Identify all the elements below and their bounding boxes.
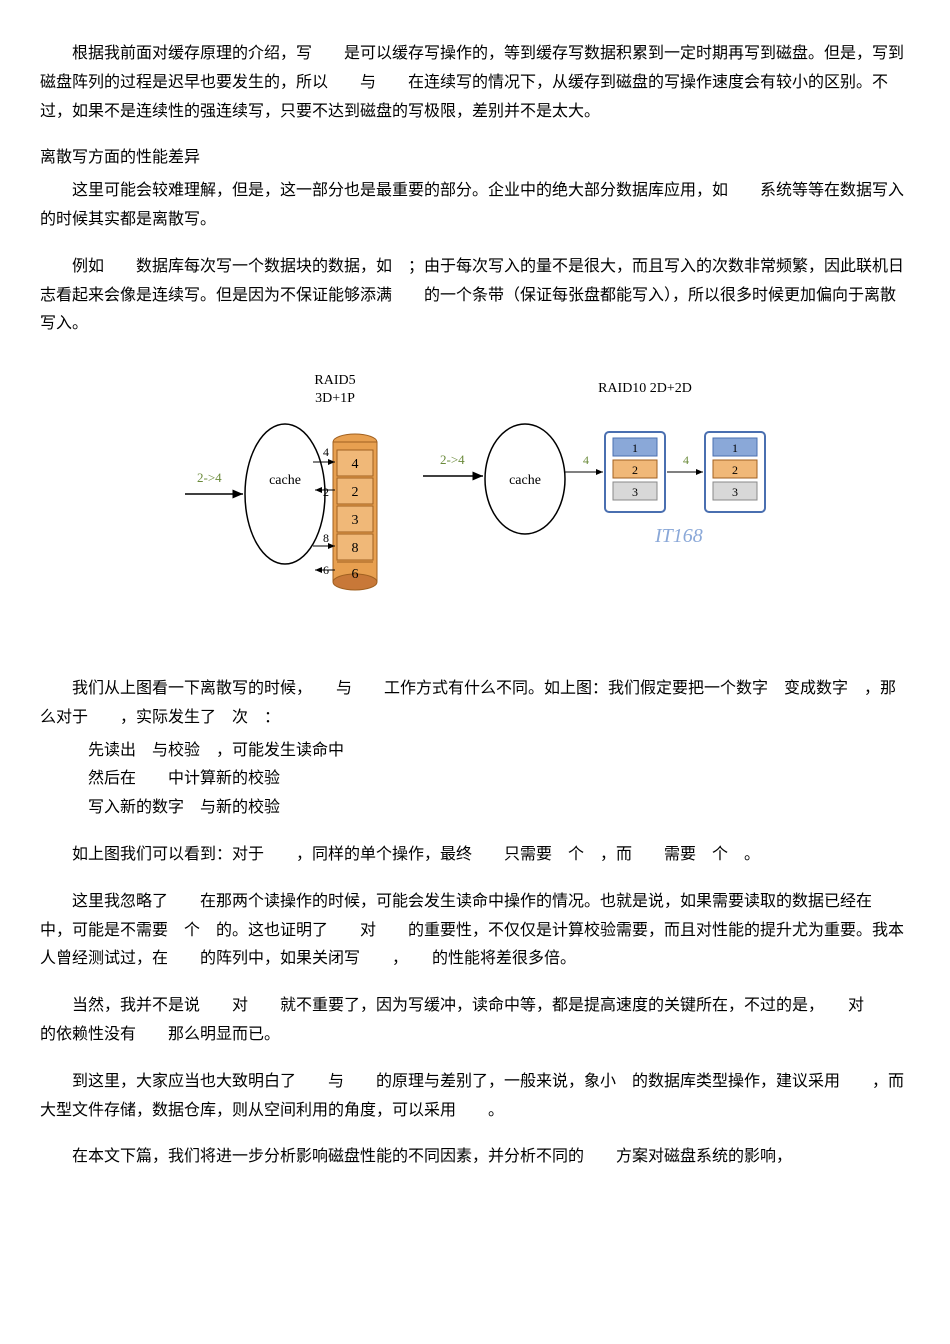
paragraph-diagram-explain: 我们从上图看一下离散写的时候， 与 工作方式有什么不同。如上图：我们假定要把一个… (40, 675, 910, 733)
section-heading-discrete-write: 离散写方面的性能差异 (40, 144, 910, 173)
paragraph-db-example: 例如 数据库每次写一个数据块的数据，如 ；由于每次写入的量不是很大，而且写入的次… (40, 253, 910, 339)
paragraph-summary: 到这里，大家应当也大致明白了 与 的原理与差别了，一般来说，象小 的数据库类型操… (40, 1068, 910, 1126)
svg-text:3: 3 (352, 513, 359, 528)
svg-text:8: 8 (352, 541, 359, 556)
svg-text:4: 4 (583, 453, 589, 467)
watermark-text: IT168 (654, 525, 703, 547)
raid5-disk-stack: 4 2 3 8 6 (333, 434, 377, 590)
svg-text:4: 4 (352, 457, 359, 472)
step-write: 写入新的数字 与新的校验 (40, 794, 910, 823)
paragraph-discrete-intro: 这里可能会较难理解，但是，这一部分也是最重要的部分。企业中的绝大部分数据库应用，… (40, 177, 910, 235)
svg-text:3: 3 (632, 485, 638, 499)
svg-text:2: 2 (632, 463, 638, 477)
raid5-cache-ellipse (245, 424, 325, 564)
step-read: 先读出 与校验 ，可能发生读命中 (40, 737, 910, 766)
paragraph-cache-note: 当然，我并不是说 对 就不重要了，因为写缓冲，读命中等，都是提高速度的关键所在，… (40, 992, 910, 1050)
svg-text:4: 4 (683, 453, 689, 467)
svg-text:2: 2 (732, 463, 738, 477)
svg-text:1: 1 (632, 441, 638, 455)
raid10-disk-left: 1 2 3 (605, 432, 665, 512)
svg-text:4: 4 (323, 445, 329, 459)
raid5-cache-text: cache (269, 473, 301, 488)
svg-text:1: 1 (732, 441, 738, 455)
arrow-label-2: 2->4 (440, 452, 465, 467)
paragraph-cache-intro: 根据我前面对缓存原理的介绍，写 是可以缓存写操作的，等到缓存写数据积累到一定时期… (40, 40, 910, 126)
paragraph-cache-importance: 这里我忽略了 在那两个读操作的时候，可能会发生读命中操作的情况。也就是说，如果需… (40, 888, 910, 974)
raid-diagram-svg: RAID5 3D+1P RAID10 2D+2D cache 4 2 3 8 6… (165, 364, 785, 624)
paragraph-io-count: 如上图我们可以看到：对于 ，同样的单个操作，最终 只需要 个 ，而 需要 个 。 (40, 841, 910, 870)
svg-text:2: 2 (352, 485, 359, 500)
svg-text:2: 2 (323, 485, 329, 499)
svg-text:6: 6 (352, 567, 359, 582)
svg-text:8: 8 (323, 531, 329, 545)
raid10-cache-text: cache (509, 473, 541, 488)
arrow-label-1: 2->4 (197, 470, 222, 485)
raid10-label: RAID10 2D+2D (598, 381, 692, 396)
raid5-sublabel: 3D+1P (315, 391, 355, 406)
raid5-label: RAID5 (314, 373, 355, 388)
raid-diagram: RAID5 3D+1P RAID10 2D+2D cache 4 2 3 8 6… (40, 364, 910, 635)
paragraph-next: 在本文下篇，我们将进一步分析影响磁盘性能的不同因素，并分析不同的 方案对磁盘系统… (40, 1143, 910, 1172)
raid10-disk-right: 1 2 3 (705, 432, 765, 512)
step-compute: 然后在 中计算新的校验 (40, 765, 910, 794)
svg-text:3: 3 (732, 485, 738, 499)
